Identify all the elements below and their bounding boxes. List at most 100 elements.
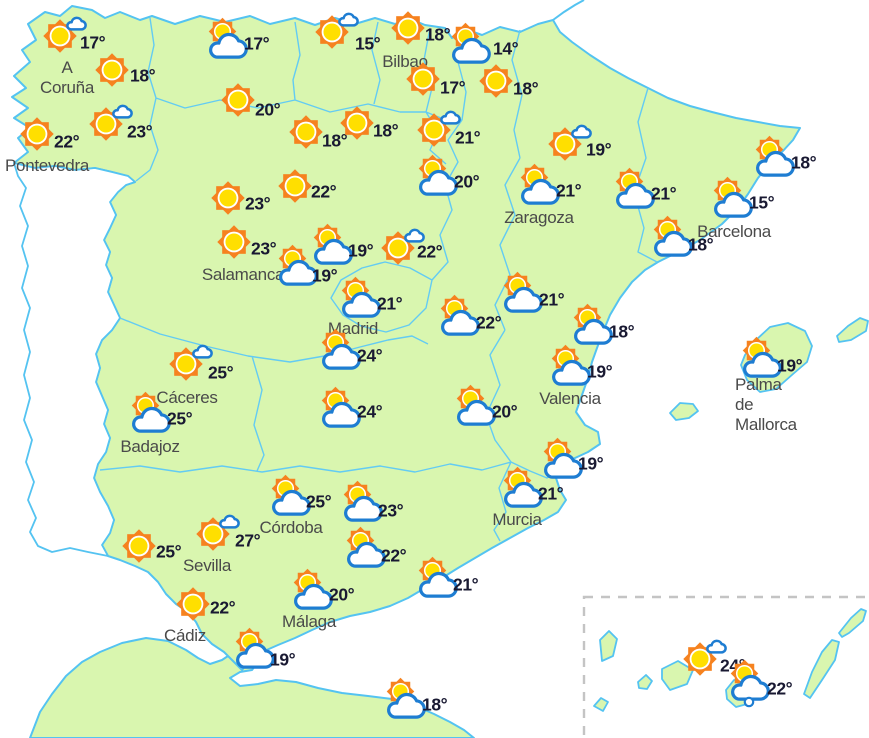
temperature-label: 18° — [791, 152, 817, 173]
city-label: Valencia — [539, 389, 601, 408]
temperature-label: 18° — [688, 234, 714, 255]
city-label: A Coruña — [40, 58, 94, 97]
temperature-label: 18° — [425, 24, 451, 45]
sun-cloud-icon — [341, 276, 381, 318]
temperature-label: 18° — [322, 130, 348, 151]
temperature-label: 19° — [348, 240, 374, 261]
temperature-label: 19° — [777, 355, 803, 376]
sun-cloud-icon — [293, 568, 333, 610]
temperature-label: 17° — [244, 33, 270, 54]
temperature-label: 21° — [651, 183, 677, 204]
sun-icon — [211, 181, 245, 215]
temperature-label: 19° — [587, 361, 613, 382]
city-label: Bilbao — [382, 52, 428, 71]
temperature-label: 21° — [455, 127, 481, 148]
city-label: Badajoz — [120, 437, 180, 456]
ibiza-island — [669, 402, 699, 421]
temperature-label: 22° — [210, 597, 236, 618]
sun-icon — [95, 53, 129, 87]
sun-icon — [176, 587, 210, 621]
temperature-label: 22° — [767, 678, 793, 699]
temperature-label: 25° — [208, 362, 234, 383]
temperature-label: 20° — [492, 401, 518, 422]
city-label: Cádiz — [164, 626, 206, 645]
sun-cloud-icon — [615, 167, 655, 209]
temperature-label: 15° — [355, 33, 381, 54]
sun-icon — [479, 64, 513, 98]
sun-icon — [122, 529, 156, 563]
temperature-label: 17° — [80, 32, 106, 53]
sun-cloud-icon — [456, 384, 496, 426]
temperature-label: 18° — [373, 120, 399, 141]
sun-cloud-icon — [386, 677, 426, 719]
sun-cloud-icon — [755, 135, 795, 177]
temperature-label: 19° — [586, 139, 612, 160]
temperature-label: 23° — [378, 500, 404, 521]
temperature-label: 25° — [156, 541, 182, 562]
city-label: Palma de Mallorca — [735, 375, 797, 434]
temperature-label: 20° — [255, 99, 281, 120]
temperature-label: 25° — [306, 491, 332, 512]
sun-cloud-icon — [573, 303, 613, 345]
city-label: Cáceres — [156, 388, 218, 407]
sun-cloud-icon — [713, 176, 753, 218]
temperature-label: 14° — [493, 38, 519, 59]
temperature-label: 21° — [453, 574, 479, 595]
temperature-label: 21° — [539, 289, 565, 310]
temperature-label: 27° — [235, 530, 261, 551]
sun-icon — [278, 169, 312, 203]
temperature-label: 19° — [312, 265, 338, 286]
sun-cloud-icon — [503, 271, 543, 313]
sun-icon — [391, 11, 425, 45]
temperature-label: 23° — [251, 238, 277, 259]
sun-icon — [406, 62, 440, 96]
sun-cloud-icon — [520, 163, 560, 205]
temperature-label: 21° — [556, 180, 582, 201]
city-label: Zaragoza — [504, 208, 574, 227]
temperature-label: 22° — [54, 131, 80, 152]
temperature-label: 21° — [538, 483, 564, 504]
sun-cloud-icon — [208, 17, 248, 59]
temperature-label: 18° — [130, 65, 156, 86]
temperature-label: 19° — [270, 649, 296, 670]
sun-small-cloud-icon — [315, 12, 359, 49]
sun-cloud-icon — [440, 294, 480, 336]
temperature-label: 23° — [245, 193, 271, 214]
temperature-label: 18° — [513, 78, 539, 99]
temperature-label: 19° — [578, 453, 604, 474]
sun-cloud-icon — [131, 391, 171, 433]
city-label: Sevilla — [183, 556, 231, 575]
sun-cloud-icon — [321, 328, 361, 370]
canary-inset-border — [582, 595, 869, 738]
sun-cloud-drizzle-icon — [730, 659, 770, 708]
temperature-label: 20° — [329, 584, 355, 605]
sun-icon — [20, 117, 54, 151]
temperature-label: 23° — [127, 121, 153, 142]
sun-icon — [340, 106, 374, 140]
sun-small-cloud-icon — [196, 514, 240, 551]
sun-small-cloud-icon — [169, 344, 213, 381]
temperature-label: 15° — [749, 192, 775, 213]
temperature-label: 17° — [440, 77, 466, 98]
temperature-label: 25° — [167, 408, 193, 429]
city-label: Murcia — [492, 510, 542, 529]
city-label: Barcelona — [697, 222, 771, 241]
portugal-landmass — [13, 162, 136, 557]
sun-cloud-icon — [551, 344, 591, 386]
menorca-island — [836, 317, 869, 343]
city-label: Córdoba — [259, 518, 323, 537]
temperature-label: 24° — [357, 401, 383, 422]
sun-icon — [217, 225, 251, 259]
sun-icon — [289, 115, 323, 149]
temperature-label: 21° — [377, 293, 403, 314]
city-label: Salamanca — [201, 265, 285, 284]
temperature-label: 22° — [417, 241, 443, 262]
sun-cloud-icon — [418, 154, 458, 196]
city-label: Málaga — [282, 612, 336, 631]
temperature-label: 18° — [609, 321, 635, 342]
sun-cloud-icon — [321, 386, 361, 428]
temperature-label: 22° — [311, 181, 337, 202]
